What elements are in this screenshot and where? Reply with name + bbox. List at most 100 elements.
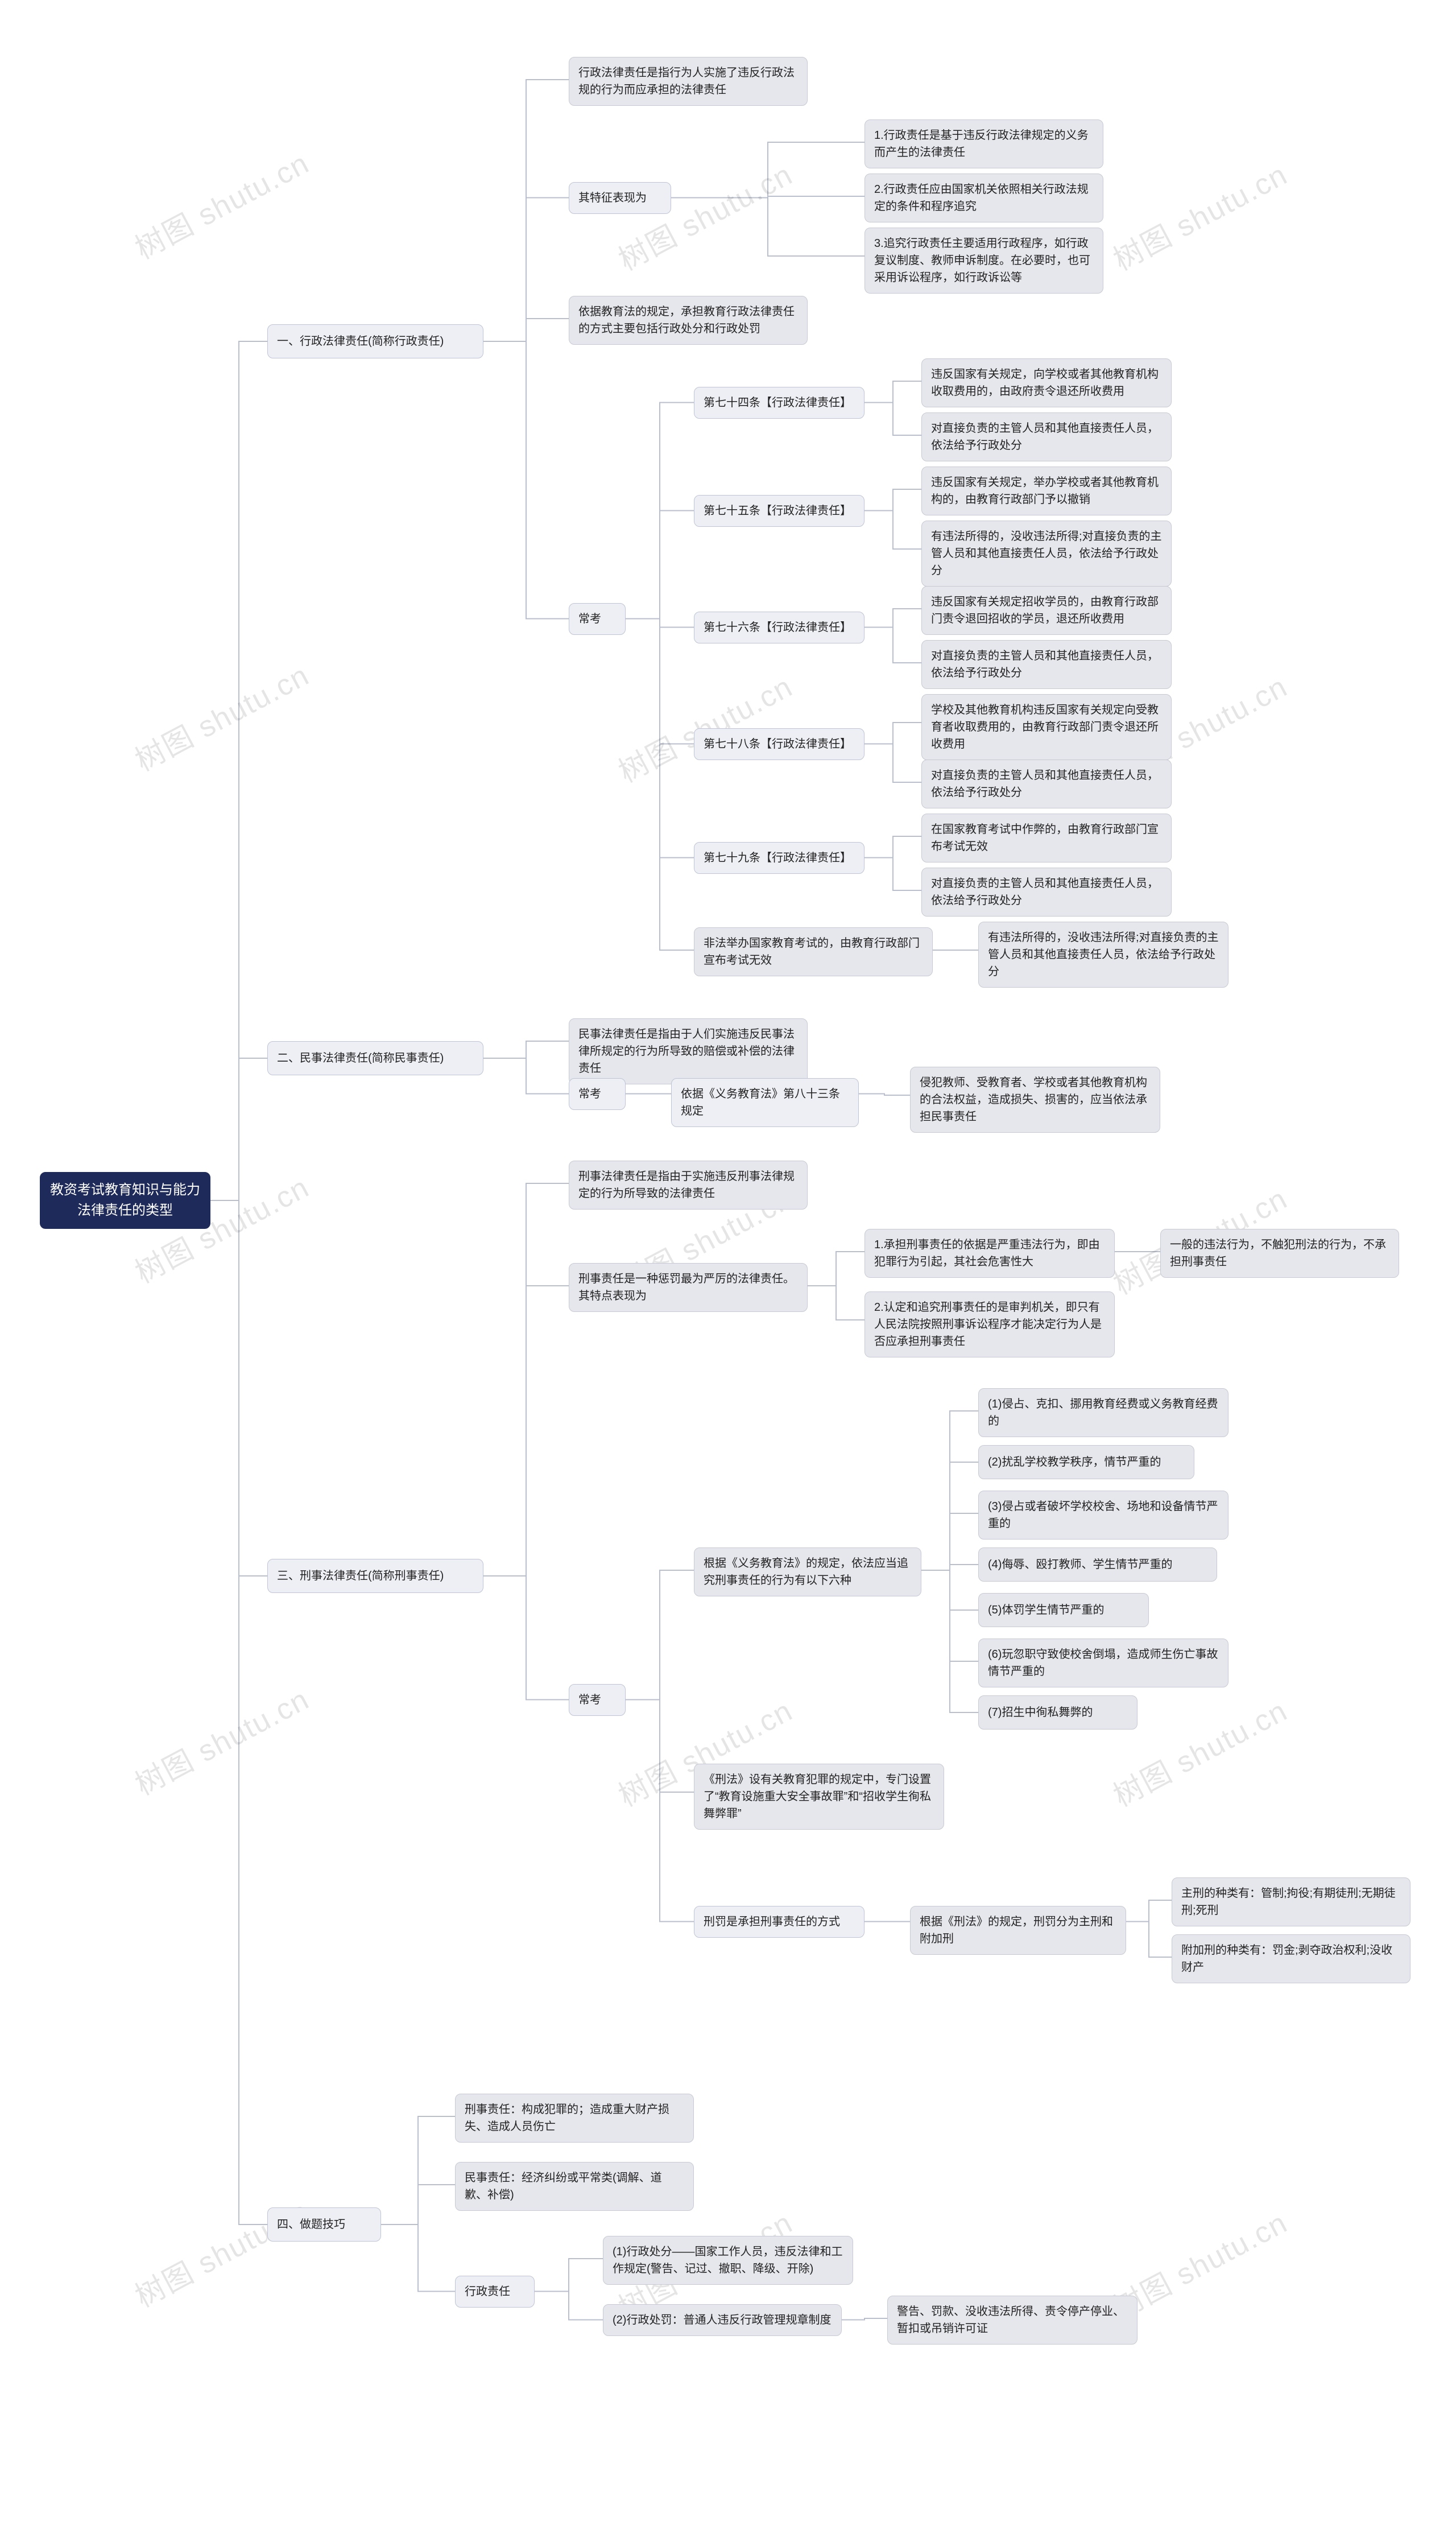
watermark: 树图 shutu.cn: [610, 151, 799, 278]
edge-s3c1-c5: [921, 1570, 978, 1610]
edge-s4c2-s4c2x: [842, 2318, 887, 2320]
edge-a75-a75_1: [864, 489, 921, 511]
node-s3b2: 2.认定和追究刑事责任的是审判机关，即只有人民法院按照刑事诉讼程序才能决定行为人…: [864, 1291, 1115, 1357]
node-s3c3_b: 附加刑的种类有：罚金;剥夺政治权利;没收财产: [1172, 1934, 1410, 1983]
edge-a79-a79_1: [864, 836, 921, 858]
edge-a76-a76_1: [864, 609, 921, 628]
node-s3c1: 根据《义务教育法》的规定，依法应当追究刑事责任的行为有以下六种: [694, 1547, 921, 1596]
node-s1b3: 3.追究行政责任主要适用行政程序，如行政复议制度、教师申诉制度。在必要时，也可采…: [864, 228, 1103, 294]
node-s1: 一、行政法律责任(简称行政责任): [267, 324, 483, 358]
node-a76: 第七十六条【行政法律责任】: [694, 612, 864, 643]
node-s2b1: 依据《义务教育法》第八十三条规定: [671, 1078, 859, 1127]
node-a76_1: 违反国家有关规定招收学员的，由教育行政部门责令退回招收的学员，退还所收费用: [921, 586, 1172, 635]
edge-s3c1-c2: [921, 1462, 978, 1570]
edge-s4-s4a: [381, 2116, 455, 2225]
node-s2b2: 侵犯教师、受教育者、学校或者其他教育机构的合法权益，造成损失、损害的，应当依法承…: [910, 1067, 1160, 1133]
node-s3c3_1: 根据《刑法》的规定，刑罚分为主刑和附加刑: [910, 1906, 1126, 1955]
watermark: 树图 shutu.cn: [1105, 151, 1294, 278]
edge-s1d-a75: [626, 511, 694, 619]
node-s1b1: 1.行政责任是基于违反行政法律规定的义务而产生的法律责任: [864, 119, 1103, 168]
edge-s1d-a78: [626, 619, 694, 744]
edge-a74-a74_2: [864, 403, 921, 436]
node-s3b1: 1.承担刑事责任的依据是严重违法行为，即由犯罪行为引起，其社会危害性大: [864, 1229, 1115, 1278]
node-a74_1: 违反国家有关规定，向学校或者其他教育机构收取费用的，由政府责令退还所收费用: [921, 358, 1172, 407]
edge-a78-a78_2: [864, 744, 921, 783]
edge-s1-s1b: [483, 198, 569, 342]
node-c5: (5)体罚学生情节严重的: [978, 1593, 1149, 1627]
edge-s3-s3a: [483, 1183, 569, 1576]
edge-root-s1: [210, 341, 267, 1200]
edge-s4c-s4c2: [535, 2292, 603, 2320]
edge-s3-s3c: [483, 1576, 569, 1700]
edge-a75-a75_2: [864, 511, 921, 550]
edge-s1b-s1b3: [671, 198, 864, 257]
node-s1c: 依据教育法的规定，承担教育行政法律责任的方式主要包括行政处分和行政处罚: [569, 296, 808, 345]
node-c6: (6)玩忽职守致使校舍倒塌，造成师生伤亡事故情节严重的: [978, 1639, 1228, 1687]
edge-s3c3_1-s3c3_a: [1126, 1900, 1172, 1922]
edge-s3c1-c3: [921, 1513, 978, 1570]
node-s2: 二、民事法律责任(简称民事责任): [267, 1041, 483, 1075]
node-s2a: 民事法律责任是指由于人们实施违反民事法律所规定的行为所导致的赔偿或补偿的法律责任: [569, 1018, 808, 1084]
node-s1a: 行政法律责任是指行为人实施了违反行政法规的行为而应承担的法律责任: [569, 57, 808, 106]
edge-s4-s4b: [381, 2185, 455, 2225]
edge-s1d-a74: [626, 403, 694, 619]
edge-s3c1-c4: [921, 1565, 978, 1570]
edge-s2-s2b: [483, 1058, 569, 1094]
node-a79_2: 对直接负责的主管人员和其他直接责任人员，依法给予行政处分: [921, 868, 1172, 917]
node-c2: (2)扰乱学校教学秩序，情节严重的: [978, 1445, 1194, 1479]
node-a78_1: 学校及其他教育机构违反国家有关规定向受教育者收取费用的，由教育行政部门责令退还所…: [921, 694, 1172, 760]
edge-s1d-a79: [626, 619, 694, 858]
edge-s1-s1c: [483, 319, 569, 341]
node-a75: 第七十五条【行政法律责任】: [694, 495, 864, 527]
edge-a76-a76_2: [864, 628, 921, 663]
edge-s3c-s3c3: [626, 1700, 694, 1922]
node-root: 教资考试教育知识与能力法律责任的类型: [40, 1172, 210, 1229]
edge-s3c1-c1: [921, 1411, 978, 1570]
edge-s3b-s3b2: [808, 1286, 864, 1320]
edge-s1b-s1b1: [671, 142, 864, 198]
edge-a78-a78_1: [864, 723, 921, 744]
node-c7: (7)招生中徇私舞弊的: [978, 1695, 1138, 1730]
watermark: 树图 shutu.cn: [126, 139, 316, 267]
node-a78_2: 对直接负责的主管人员和其他直接责任人员，依法给予行政处分: [921, 760, 1172, 808]
edge-s3-s3b: [483, 1286, 569, 1576]
edge-s4c-s4c1: [535, 2259, 603, 2292]
edge-root-s3: [210, 1200, 267, 1576]
node-s3c: 常考: [569, 1684, 626, 1716]
node-s3: 三、刑事法律责任(简称刑事责任): [267, 1559, 483, 1593]
node-a74_2: 对直接负责的主管人员和其他直接责任人员，依法给予行政处分: [921, 412, 1172, 461]
node-a75_2: 有违法所得的，没收违法所得;对直接负责的主管人员和其他直接责任人员，依法给予行政…: [921, 521, 1172, 587]
edge-s1d-a79x: [626, 619, 694, 951]
node-s1b: 其特征表现为: [569, 182, 671, 214]
node-s1b2: 2.行政责任应由国家机关依照相关行政法规定的条件和程序追究: [864, 174, 1103, 222]
node-s4c2: (2)行政处罚：普通人违反行政管理规章制度: [603, 2304, 842, 2336]
edge-s2b1-s2b2: [859, 1094, 910, 1096]
node-s3c2: 《刑法》设有关教育犯罪的规定中，专门设置了“教育设施重大安全事故罪”和“招收学生…: [694, 1764, 944, 1830]
node-s2b: 常考: [569, 1078, 626, 1110]
watermark: 树图 shutu.cn: [126, 651, 316, 779]
mindmap-canvas: 树图 shutu.cn 树图 shutu.cn 树图 shutu.cn 树图 shut…: [0, 0, 1456, 2534]
node-a75_1: 违反国家有关规定，举办学校或者其他教育机构的，由教育行政部门予以撤销: [921, 467, 1172, 515]
edge-s3c1-c6: [921, 1570, 978, 1661]
node-a79x: 非法举办国家教育考试的，由教育行政部门宣布考试无效: [694, 927, 933, 976]
edge-root-s4: [210, 1200, 267, 2225]
edge-s3c3_1-s3c3_b: [1126, 1922, 1172, 1958]
node-a76_2: 对直接负责的主管人员和其他直接责任人员，依法给予行政处分: [921, 640, 1172, 689]
watermark: 树图 shutu.cn: [126, 1675, 316, 1803]
node-a79x_1: 有违法所得的，没收违法所得;对直接负责的主管人员和其他直接责任人员，依法给予行政…: [978, 922, 1228, 988]
node-s3c3_a: 主刑的种类有：管制;拘役;有期徒刑;无期徒刑;死刑: [1172, 1877, 1410, 1926]
node-s1d: 常考: [569, 603, 626, 635]
edge-s3b-s3b1: [808, 1252, 864, 1286]
edge-s1d-a76: [626, 619, 694, 628]
node-a79_1: 在国家教育考试中作弊的，由教育行政部门宣布考试无效: [921, 814, 1172, 862]
node-c4: (4)侮辱、殴打教师、学生情节严重的: [978, 1547, 1217, 1582]
node-s3a: 刑事法律责任是指由于实施违反刑事法律规定的行为所导致的法律责任: [569, 1161, 808, 1210]
node-s3b: 刑事责任是一种惩罚最为严厉的法律责任。其特点表现为: [569, 1263, 808, 1312]
node-s4a: 刑事责任：构成犯罪的；造成重大财产损失、造成人员伤亡: [455, 2094, 694, 2143]
node-s4b: 民事责任：经济纠纷或平常类(调解、道歉、补偿): [455, 2162, 694, 2211]
watermark: 树图 shutu.cn: [610, 663, 799, 790]
edge-s3c-s3c2: [626, 1700, 694, 1793]
edge-s2-s2a: [483, 1041, 569, 1058]
node-a78: 第七十八条【行政法律责任】: [694, 728, 864, 760]
node-a74: 第七十四条【行政法律责任】: [694, 387, 864, 419]
